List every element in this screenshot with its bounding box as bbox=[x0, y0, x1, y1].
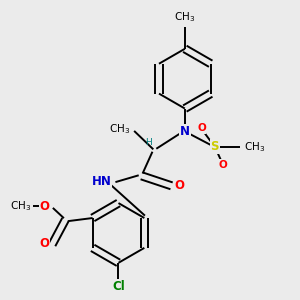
Text: HN: HN bbox=[92, 175, 112, 188]
Text: O: O bbox=[219, 160, 227, 170]
Text: N: N bbox=[180, 125, 190, 138]
Text: O: O bbox=[40, 237, 50, 250]
Text: CH$_3$: CH$_3$ bbox=[109, 122, 130, 136]
Text: CH$_3$: CH$_3$ bbox=[244, 140, 266, 154]
Text: O: O bbox=[175, 179, 184, 192]
Text: S: S bbox=[210, 140, 219, 153]
Text: O: O bbox=[197, 123, 206, 134]
Text: N: N bbox=[180, 125, 190, 138]
Text: CH$_3$: CH$_3$ bbox=[10, 200, 31, 213]
Text: O: O bbox=[40, 200, 50, 213]
Text: CH$_3$: CH$_3$ bbox=[174, 11, 195, 24]
Text: H: H bbox=[145, 138, 152, 147]
Text: Cl: Cl bbox=[112, 280, 125, 292]
